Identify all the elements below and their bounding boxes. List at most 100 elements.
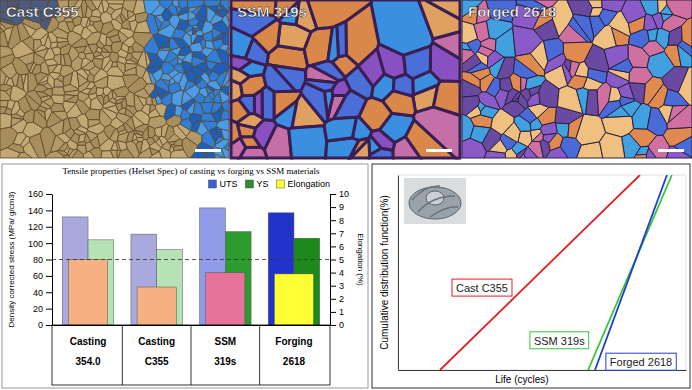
grain (162, 9, 173, 21)
grain (667, 105, 692, 129)
tick: 0 (38, 320, 52, 330)
grain (150, 105, 156, 113)
grain (33, 110, 46, 128)
line (588, 175, 672, 370)
grain (105, 105, 118, 113)
grain (110, 150, 117, 158)
grain (207, 7, 216, 23)
tick-label: 40 (33, 288, 43, 298)
grain (116, 113, 131, 124)
grain (188, 6, 199, 12)
grain (7, 100, 15, 110)
grain (149, 89, 158, 98)
grain (34, 85, 48, 92)
category-label: Casting (138, 336, 175, 347)
grain (514, 97, 519, 102)
grain (462, 49, 475, 64)
panel-frame (2, 164, 368, 388)
series-label-box (530, 332, 589, 349)
tick-mark (330, 260, 336, 261)
grain (370, 130, 394, 151)
grain (115, 97, 125, 101)
grain (44, 48, 55, 60)
grain (212, 39, 223, 50)
grain (324, 117, 356, 141)
grain (0, 107, 7, 114)
axis-title: Life (cycles) (495, 374, 548, 385)
grain (94, 76, 108, 88)
series-label-box (606, 353, 676, 370)
tick-label: 2 (339, 294, 344, 304)
grain (609, 11, 631, 37)
grain (91, 136, 100, 148)
tick: 1 (330, 307, 344, 317)
grain (668, 105, 688, 122)
tick: 40 (33, 288, 52, 298)
category-label: Casting (70, 336, 107, 347)
grain (640, 0, 658, 16)
grain (195, 76, 203, 85)
tick-mark (330, 312, 336, 313)
legend-label: UTS (219, 179, 237, 189)
grain (177, 20, 189, 31)
grain (181, 99, 195, 111)
scale-bar (426, 149, 452, 152)
grain (202, 131, 216, 148)
grain (609, 87, 621, 102)
grain (478, 46, 494, 57)
grain (211, 111, 222, 122)
grain (96, 88, 103, 96)
grain (12, 57, 29, 74)
grain (646, 148, 656, 158)
grain (462, 96, 480, 116)
grain (413, 71, 440, 95)
grain (599, 100, 621, 118)
grain (72, 24, 84, 35)
tick-label: 5 (339, 255, 344, 265)
tick-mark (46, 243, 52, 244)
grain (172, 90, 183, 106)
grain (196, 22, 204, 31)
series-label: SSM 319s (530, 332, 589, 349)
grain (0, 46, 13, 58)
grain (111, 41, 122, 52)
grain (88, 93, 97, 100)
grain (11, 114, 23, 120)
grain (126, 131, 134, 142)
grain (195, 13, 206, 22)
grain (170, 144, 175, 147)
legend: ElongationYSUTS (208, 179, 330, 189)
grain (674, 136, 692, 157)
legend-swatch (208, 180, 216, 188)
grain (102, 48, 110, 53)
tick-label: 80 (33, 255, 43, 265)
legend-swatch (245, 180, 253, 188)
axis-title: Density corrected stress (MPa/ g/cm3) (7, 191, 16, 327)
grain (205, 68, 213, 76)
axis-title: Elongation (%) (356, 233, 365, 286)
tick-label: 140 (28, 206, 43, 216)
grain (26, 90, 42, 105)
grain (213, 90, 221, 97)
photo-shape (412, 186, 458, 217)
grain (174, 64, 185, 73)
grain (107, 75, 125, 90)
grain (128, 14, 136, 22)
category-divider (259, 325, 260, 385)
grain (159, 48, 170, 51)
grain (133, 32, 154, 47)
grain (72, 150, 84, 158)
tick: 4 (330, 268, 344, 278)
tick-mark (330, 286, 336, 287)
legend-swatch (276, 180, 284, 188)
grain (4, 76, 9, 84)
grain (34, 40, 42, 52)
tick: 7 (330, 229, 344, 239)
series-label: Forged 2618 (606, 353, 676, 370)
micrograph (462, 0, 692, 158)
grain (222, 69, 229, 87)
grain (677, 45, 692, 67)
grain (393, 137, 420, 158)
grain (532, 132, 543, 141)
grain (96, 40, 104, 48)
